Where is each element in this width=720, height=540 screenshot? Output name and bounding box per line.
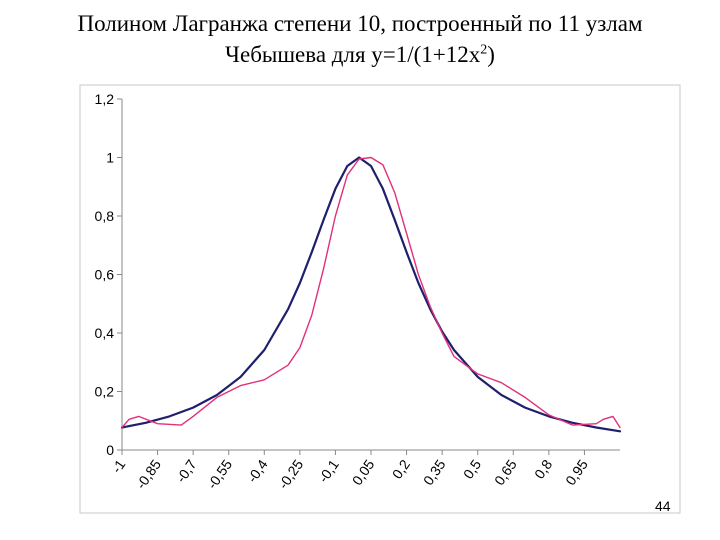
- y-tick-label: 1: [106, 150, 114, 166]
- y-tick-label: 0: [106, 442, 114, 458]
- y-tick-label: 0,2: [95, 384, 115, 400]
- y-tick-label: 0,6: [95, 267, 115, 283]
- title-line-2-suffix: ): [487, 42, 495, 67]
- x-tick-label: -0,4: [244, 456, 271, 485]
- x-tick-label: 0,5: [460, 456, 484, 481]
- title-line-1: Полином Лагранжа степени 10, построенный…: [77, 11, 643, 36]
- x-tick-label: -0,1: [315, 456, 342, 485]
- slide-title: Полином Лагранжа степени 10, построенный…: [0, 8, 720, 70]
- series-line-exact: [120, 156, 622, 433]
- x-tick-label: 0,35: [420, 456, 449, 488]
- x-tick-label: -0,7: [173, 456, 200, 485]
- x-tick-label: -0,25: [275, 456, 307, 491]
- x-tick-label: -0,55: [204, 456, 236, 491]
- y-tick-label: 0,8: [95, 208, 115, 224]
- x-tick-label: 0,65: [491, 456, 520, 488]
- x-tick-label: 0,05: [349, 456, 378, 488]
- slide-number: 44: [655, 498, 671, 514]
- title-line-2-prefix: Чебышева для y=1/(1+12x: [225, 42, 481, 67]
- y-tick-label: 1,2: [95, 91, 115, 107]
- x-tick-label: -1: [108, 456, 128, 476]
- chart-frame: [79, 84, 681, 514]
- x-tick-label: -0,85: [133, 456, 165, 491]
- x-tick-label: 0,2: [389, 456, 413, 481]
- y-tick-label: 0,4: [95, 325, 115, 341]
- series-line-lagrange: [121, 156, 621, 429]
- plot-area: 00,20,40,60,811,2-1 -0,85 -0,7 -0,55 -0,4 -0,…: [95, 91, 622, 492]
- x-tick-label: 0,8: [531, 456, 555, 481]
- title-line-2: Чебышева для y=1/(1+12x2): [0, 39, 720, 70]
- title-exponent: 2: [480, 42, 488, 58]
- x-tick-label: 0,95: [562, 456, 591, 488]
